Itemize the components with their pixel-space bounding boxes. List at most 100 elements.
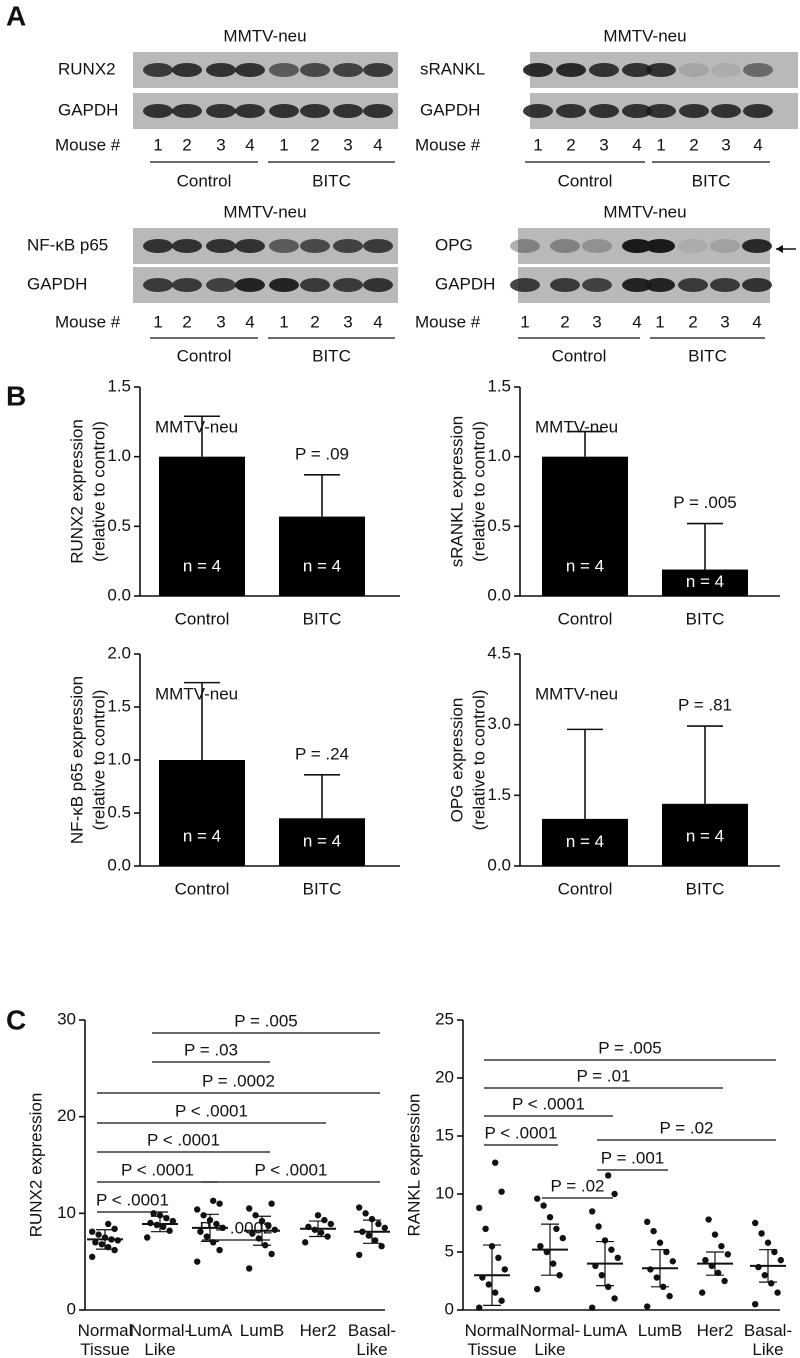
data-point	[589, 1208, 596, 1215]
category-label: BITC	[303, 879, 342, 898]
data-point	[556, 1272, 563, 1279]
data-point	[356, 1251, 363, 1259]
data-point	[476, 1304, 483, 1311]
bar-label: n = 4	[303, 832, 341, 851]
blot-band	[363, 239, 393, 253]
blot-band	[711, 104, 741, 118]
data-point	[327, 1220, 334, 1228]
lane-label: 1	[656, 135, 665, 154]
data-point	[777, 1256, 784, 1264]
lane-label: 2	[566, 135, 575, 154]
blot-band	[622, 63, 652, 77]
data-point	[501, 1266, 508, 1273]
category-label: Normal-Like	[130, 1321, 190, 1358]
y-tick-label: 1.0	[107, 446, 131, 465]
category-label: Normal Tissue	[465, 1321, 520, 1358]
category-label: Normal Tissue	[78, 1321, 133, 1358]
blot-row-label: GAPDH	[420, 100, 480, 119]
data-point	[365, 1232, 372, 1239]
blot-band	[556, 104, 586, 118]
comparison-label: P = .005	[598, 1038, 662, 1057]
y-tick-label: 1.5	[487, 376, 511, 395]
y-tick-label: 1.0	[487, 446, 511, 465]
lane-label: 2	[310, 312, 319, 331]
blot-band	[269, 278, 299, 292]
data-point	[669, 1258, 676, 1265]
y-tick-label: 20	[57, 1106, 76, 1125]
data-point	[156, 1212, 164, 1219]
data-point	[752, 1301, 759, 1308]
blot-title: MMTV-neu	[223, 202, 306, 221]
data-point	[210, 1197, 217, 1204]
data-point	[715, 1269, 722, 1277]
data-point	[718, 1243, 725, 1250]
blot-band	[235, 239, 265, 253]
comparison-label: P = .01	[576, 1066, 630, 1085]
category-label: Control	[175, 879, 230, 898]
blot-band	[300, 104, 330, 118]
category-label: LumA	[583, 1321, 628, 1340]
blot-band	[363, 278, 393, 292]
y-tick-label: 0	[445, 1299, 454, 1318]
blot-row-label: GAPDH	[435, 274, 495, 293]
data-point	[197, 1228, 204, 1235]
blot-band	[523, 104, 553, 118]
comparison-label: P = .03	[184, 1040, 238, 1059]
lane-label: 1	[533, 135, 542, 154]
data-point	[761, 1272, 768, 1279]
data-point	[605, 1283, 612, 1291]
lane-label: 1	[279, 135, 288, 154]
data-point	[608, 1246, 615, 1253]
lane-label: 3	[343, 135, 352, 154]
y-axis-label: (relative to control)	[469, 690, 488, 831]
data-point	[324, 1233, 331, 1240]
blot-band	[235, 63, 265, 77]
data-point	[362, 1210, 369, 1217]
y-axis-label: OPG expression	[447, 698, 466, 823]
panel-letter: A	[6, 0, 26, 31]
annotation: MMTV-neu	[535, 417, 618, 436]
bar	[662, 569, 748, 596]
y-axis-label: RUNX2 expression	[67, 419, 86, 564]
data-point	[550, 1260, 557, 1267]
blot-band	[550, 239, 580, 253]
comparison-label: P < .0001	[485, 1123, 558, 1142]
data-point	[95, 1231, 102, 1238]
blot-band	[206, 104, 236, 118]
data-point	[492, 1159, 499, 1166]
blot-band	[742, 278, 772, 292]
category-label: Basal-Like	[348, 1321, 396, 1358]
y-axis-label: (relative to control)	[89, 690, 108, 831]
blot-band	[646, 63, 676, 77]
annotation: MMTV-neu	[155, 684, 238, 703]
bar	[279, 818, 365, 866]
blot-row-label: GAPDH	[27, 274, 87, 293]
y-tick-label: 0.5	[487, 516, 511, 535]
data-point	[534, 1285, 541, 1293]
data-point	[699, 1289, 706, 1296]
bar-label: n = 4	[566, 832, 604, 851]
data-point	[611, 1190, 618, 1198]
mouse-label: Mouse #	[415, 135, 481, 154]
panel-letter: C	[6, 1004, 26, 1035]
data-point	[705, 1216, 712, 1223]
bar-label: n = 4	[183, 826, 221, 845]
data-point	[89, 1228, 96, 1235]
data-point	[213, 1220, 220, 1228]
data-point	[721, 1277, 728, 1285]
group-label: BITC	[312, 171, 351, 190]
blot-title: MMTV-neu	[603, 26, 686, 45]
y-tick-label: 10	[57, 1203, 76, 1222]
comparison-label: P = .0002	[202, 1071, 275, 1090]
category-label: Control	[558, 609, 613, 628]
group-label: Control	[177, 171, 232, 190]
y-tick-label: 2.0	[107, 643, 131, 662]
group-label: Control	[558, 171, 613, 190]
category-label: Basal-Like	[744, 1321, 792, 1358]
data-point	[89, 1253, 96, 1261]
bar-label: n = 4	[303, 556, 341, 575]
lane-label: 1	[520, 312, 529, 331]
lane-label: 2	[560, 312, 569, 331]
lane-label: 4	[632, 312, 641, 331]
